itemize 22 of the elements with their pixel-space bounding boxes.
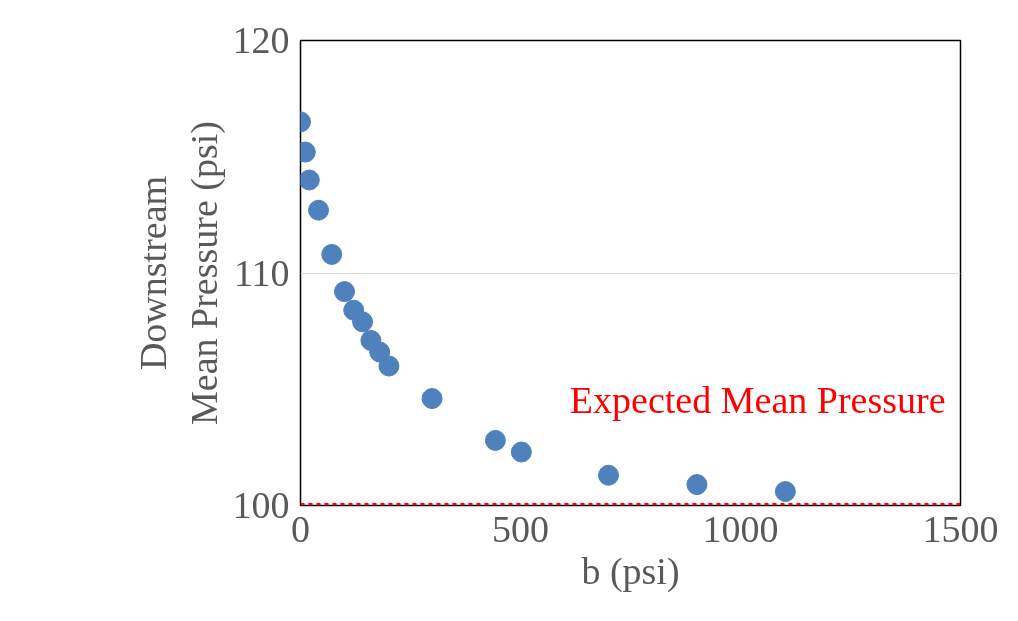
x-tick-label: 0 bbox=[291, 507, 310, 550]
point bbox=[598, 464, 619, 486]
x-tick-label: 1000 bbox=[702, 507, 779, 550]
point bbox=[484, 429, 506, 451]
y-tick-label: 120 bbox=[232, 19, 290, 61]
point bbox=[378, 355, 400, 377]
point bbox=[686, 474, 708, 496]
ref-line-label: Expected Mean Pressure bbox=[569, 378, 946, 421]
x-axis-title: b (psi) bbox=[581, 549, 680, 593]
point bbox=[510, 441, 532, 463]
y-tick-label: 110 bbox=[233, 251, 290, 294]
point bbox=[352, 311, 374, 333]
point bbox=[308, 199, 330, 221]
point bbox=[300, 169, 320, 191]
point bbox=[774, 481, 796, 503]
point bbox=[321, 243, 343, 265]
x-tick-label: 500 bbox=[492, 507, 549, 550]
y-axis-title: Downstream Mean Pressure (psi) bbox=[132, 121, 226, 425]
y-tick-label: 100 bbox=[232, 484, 290, 526]
point bbox=[334, 281, 355, 303]
x-tick-label: 1500 bbox=[922, 507, 999, 550]
point bbox=[421, 388, 443, 410]
